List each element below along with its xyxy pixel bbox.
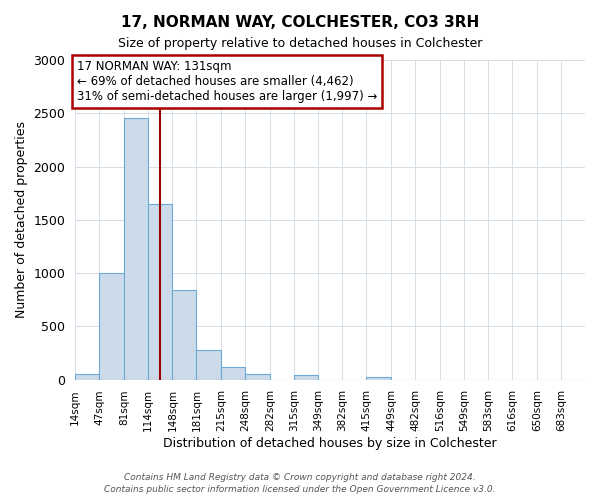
Y-axis label: Number of detached properties: Number of detached properties bbox=[15, 122, 28, 318]
Bar bbox=[294, 375, 319, 380]
Bar bbox=[99, 273, 124, 380]
Text: 17 NORMAN WAY: 131sqm
← 69% of detached houses are smaller (4,462)
31% of semi-d: 17 NORMAN WAY: 131sqm ← 69% of detached … bbox=[77, 60, 377, 103]
Bar bbox=[148, 204, 172, 380]
Bar bbox=[367, 378, 391, 380]
Bar bbox=[172, 290, 196, 380]
Text: Contains HM Land Registry data © Crown copyright and database right 2024.
Contai: Contains HM Land Registry data © Crown c… bbox=[104, 473, 496, 494]
X-axis label: Distribution of detached houses by size in Colchester: Distribution of detached houses by size … bbox=[163, 437, 497, 450]
Text: Size of property relative to detached houses in Colchester: Size of property relative to detached ho… bbox=[118, 38, 482, 51]
Bar bbox=[124, 118, 148, 380]
Text: 17, NORMAN WAY, COLCHESTER, CO3 3RH: 17, NORMAN WAY, COLCHESTER, CO3 3RH bbox=[121, 15, 479, 30]
Bar bbox=[245, 374, 270, 380]
Bar bbox=[75, 374, 99, 380]
Bar bbox=[221, 367, 245, 380]
Bar bbox=[196, 350, 221, 380]
